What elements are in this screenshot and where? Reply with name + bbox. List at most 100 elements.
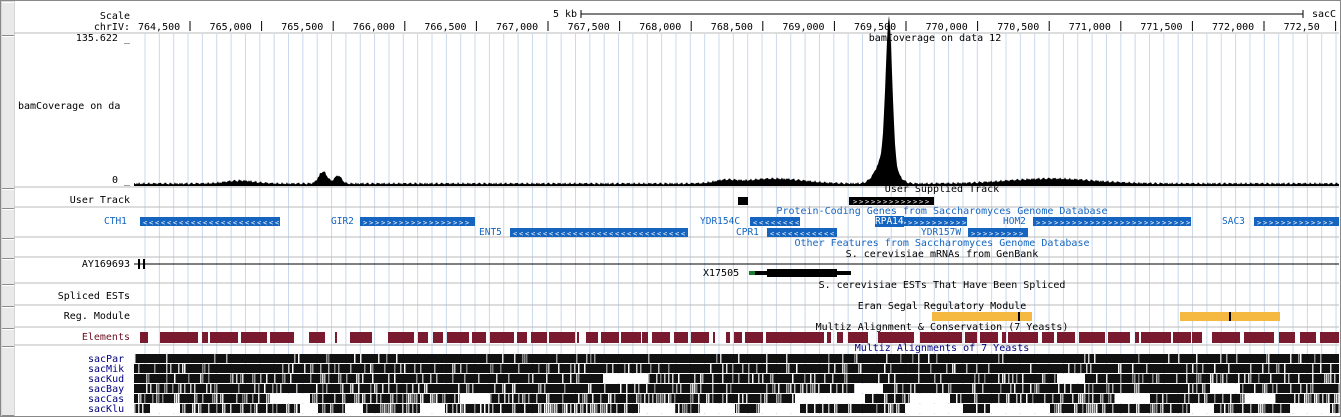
multiz-stripe (194, 394, 196, 403)
multiz-stripe (386, 354, 388, 363)
multiz-stripe (1290, 384, 1292, 393)
multiz-stripe (200, 404, 202, 413)
multiz-row (134, 384, 1339, 393)
gene-label-HOM2[interactable]: HOM2 (1003, 216, 1026, 227)
est-track-label[interactable]: Spliced ESTs (57, 291, 130, 302)
strand-arrow: < (251, 219, 255, 227)
multiz-stripe (230, 374, 232, 383)
conserved-element (1108, 332, 1130, 343)
multiz-stripe (392, 394, 394, 403)
conserved-element (965, 332, 977, 343)
multiz-stripe (284, 374, 286, 383)
multiz-stripe (1106, 384, 1108, 393)
multiz-stripe (528, 394, 530, 403)
est-track-button[interactable] (2, 285, 14, 307)
strand-arrow: < (627, 230, 631, 238)
multiz-stripe (982, 384, 984, 393)
bam-track-label[interactable]: bamCoverage on da (18, 101, 121, 112)
ruler-track-button[interactable] (2, 2, 14, 36)
regmodule-track-label[interactable]: Reg. Module (63, 311, 130, 322)
multiz-stripe (1132, 374, 1134, 383)
mrna-track-button[interactable] (2, 259, 14, 285)
multiz-stripe (1092, 384, 1094, 393)
elements-track-button[interactable] (2, 329, 14, 347)
multiz-stripe (538, 384, 540, 393)
strand-arrow: > (405, 219, 409, 227)
multiz-stripe (722, 394, 724, 403)
regmodule-track-button[interactable] (2, 307, 14, 329)
gene-label-CTH1[interactable]: CTH1 (104, 216, 127, 227)
multiz-stripe (576, 354, 578, 363)
bam-track-button[interactable] (2, 36, 14, 189)
multiz-stripe (508, 394, 510, 403)
coverage-area (134, 15, 1339, 187)
multiz-stripe (322, 384, 324, 393)
multiz-stripe (942, 384, 944, 393)
multiz-stripe (1134, 384, 1136, 393)
multiz-stripe (140, 394, 142, 403)
multiz-stripe (1222, 394, 1224, 403)
multiz-stripe (546, 394, 548, 403)
other-features-track-button[interactable] (2, 239, 14, 259)
multiz-stripe (182, 404, 184, 413)
strand-arrow: < (549, 230, 553, 238)
multiz-stripe (326, 354, 328, 363)
multiz-stripe (836, 384, 838, 393)
gene-label-RPA14[interactable]: RPA14 (875, 216, 904, 227)
strand-arrow: < (245, 219, 249, 227)
gene-label-YDR154C[interactable]: YDR154C (700, 216, 741, 227)
multiz-stripe (314, 394, 316, 403)
multiz-stripe (578, 394, 580, 403)
user-track-button[interactable] (2, 189, 14, 209)
multiz-stripe (268, 394, 270, 403)
multiz-stripe (1192, 364, 1194, 373)
multiz-stripe (358, 384, 360, 393)
multiz-stripe (1076, 404, 1078, 413)
multiz-stripe (1312, 364, 1314, 373)
multiz-stripe (156, 384, 158, 393)
multiz-stripe (1276, 384, 1278, 393)
multiz-stripe (710, 364, 712, 373)
multiz-stripe (1092, 404, 1094, 413)
ruler-position-label: 772,000 (1212, 22, 1255, 33)
strand-arrow: < (597, 230, 601, 238)
gene-label-YDR157W[interactable]: YDR157W (921, 227, 962, 238)
mrna-item-label[interactable]: X17505 (703, 268, 740, 279)
multiz-stripe (984, 374, 986, 383)
genes-track-button[interactable] (2, 209, 14, 239)
multiz-stripe (582, 394, 584, 403)
multiz-stripe (372, 364, 374, 373)
mrna-track-label[interactable]: AY169693 (81, 259, 130, 270)
multiz-stripe (1332, 404, 1334, 413)
user-track-label[interactable]: User Track (69, 195, 130, 206)
multiz-stripe (194, 384, 196, 393)
multiz-stripe (1156, 374, 1158, 383)
multiz-stripe (1132, 364, 1134, 373)
multiz-stripe (434, 394, 436, 403)
conserved-element (140, 332, 148, 343)
multiz-stripe (694, 384, 696, 393)
multiz-stripe (814, 404, 816, 413)
multiz-stripe (452, 404, 454, 413)
gene-label-ENT5[interactable]: ENT5 (479, 227, 502, 238)
multiz-heatmap (134, 354, 1340, 413)
multiz-stripe (1166, 394, 1168, 403)
gene-label-CPR1[interactable]: CPR1 (736, 227, 759, 238)
multiz-stripe (1006, 394, 1008, 403)
multiz-stripe (886, 354, 888, 363)
multiz-stripe (998, 374, 1000, 383)
multiz-track-button[interactable] (2, 347, 14, 416)
gene-label-GIR2[interactable]: GIR2 (331, 216, 354, 227)
elements-track-label[interactable]: Elements (81, 332, 130, 343)
multiz-gap (905, 404, 963, 413)
conserved-element (674, 332, 688, 343)
gene-label-SAC3[interactable]: SAC3 (1222, 216, 1245, 227)
multiz-stripe (146, 374, 148, 383)
multiz-stripe (1062, 394, 1064, 403)
multiz-stripe (356, 374, 358, 383)
strand-arrow: > (465, 219, 469, 227)
multiz-stripe (370, 384, 372, 393)
multiz-stripe (778, 384, 780, 393)
strand-arrow: < (519, 230, 523, 238)
